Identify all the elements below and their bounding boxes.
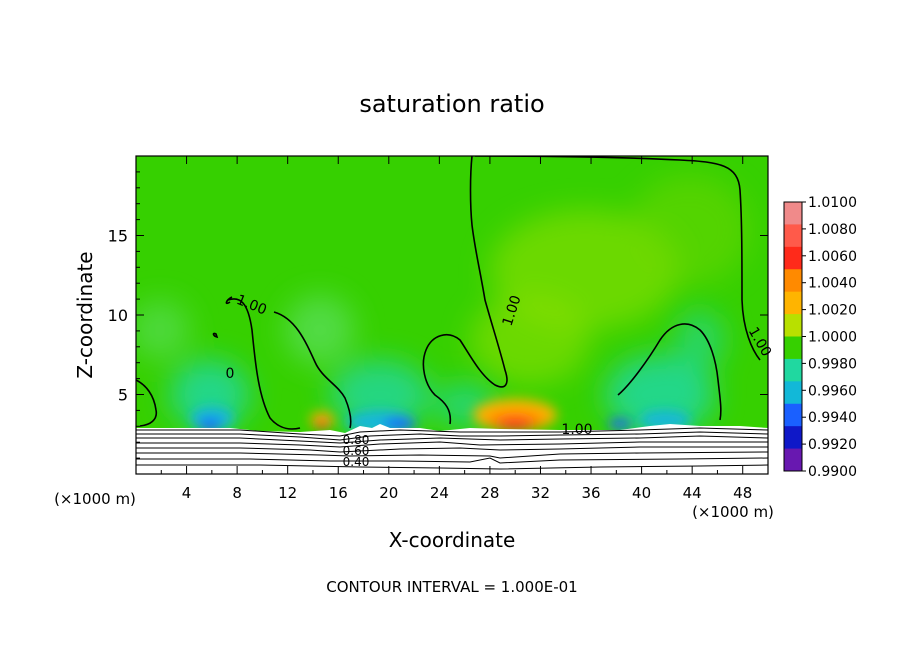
contour-left-edge	[136, 379, 158, 427]
plot-field	[136, 156, 768, 474]
colorbar-label: 0.9920	[808, 437, 857, 453]
x-tick-label: 12	[278, 484, 297, 502]
chart-title: saturation ratio	[359, 90, 544, 118]
x-tick-label: 24	[430, 484, 449, 502]
x-tick-label: 32	[531, 484, 550, 502]
y-axis-label: Z-coordinate	[73, 251, 97, 378]
x-tick-label: 36	[581, 484, 600, 502]
x-tick-label: 4	[182, 484, 192, 502]
colorbar-swatch	[784, 314, 802, 337]
colorbar-label: 0.9980	[808, 356, 857, 372]
subsaturated-patches	[136, 295, 725, 435]
x-axis-label: X-coordinate	[389, 528, 516, 552]
colorbar-swatch	[784, 426, 802, 450]
contour-label: 0	[226, 366, 235, 382]
contour-label-group: 1.00 1.00 1.00 1.00 0 0.80 0.60 0.40	[226, 292, 775, 469]
y-tick-label: 5	[118, 386, 128, 405]
x-tick-label: 8	[232, 484, 242, 502]
x-tick-label: 20	[379, 484, 398, 502]
colorbar-label: 0.9940	[808, 410, 857, 426]
y-axis: 5 10 15	[108, 171, 768, 459]
colorbar-swatch	[784, 246, 802, 270]
x-tick-label: 28	[480, 484, 499, 502]
colorbar-swatch	[784, 381, 802, 405]
colorbar-swatch	[784, 202, 802, 225]
x-unit-right: (×1000 m)	[692, 503, 774, 521]
terrain-contours	[136, 427, 768, 470]
colorbar-label: 1.0060	[808, 249, 857, 265]
colorbar-swatch	[784, 448, 802, 472]
colorbar-label: 0.9960	[808, 383, 857, 399]
colorbar-swatch	[784, 224, 802, 248]
contour-right-lobe	[617, 323, 722, 421]
x-unit-left: (×1000 m)	[54, 490, 136, 508]
y-tick-label: 15	[108, 227, 128, 246]
contour-center-left	[225, 296, 352, 430]
colorbar-swatch	[784, 291, 802, 315]
contour-interval-note: CONTOUR INTERVAL = 1.000E-01	[326, 578, 577, 596]
x-tick-label: 48	[733, 484, 752, 502]
contour-label: 0.80	[343, 433, 370, 447]
supersaturation-maxima	[310, 399, 557, 431]
colorbar-label: 0.9900	[808, 464, 857, 480]
supersaturated-zone	[470, 175, 750, 385]
colorbar: 1.0100 1.0080 1.0060 1.0040 1.0020 1.0000 0.99…	[783, 195, 857, 480]
contour-label: 0.40	[343, 455, 370, 469]
x-axis: 4 8 12 16 20 24 28 32 36 40 44 48	[160, 156, 752, 502]
colorbar-swatch	[784, 336, 802, 360]
y-tick-label: 10	[108, 306, 128, 325]
colorbar-label: 1.0040	[808, 276, 857, 292]
x-tick-label: 40	[632, 484, 651, 502]
colorbar-swatch	[784, 358, 802, 382]
contour-label: 1.00	[561, 422, 592, 438]
colorbar-label: 1.0100	[808, 195, 857, 211]
contour-label: 0.60	[343, 444, 370, 458]
x-tick-label: 16	[329, 484, 348, 502]
contour-small-closed	[212, 332, 219, 339]
contour-center-right	[422, 156, 508, 425]
colorbar-label: 1.0080	[808, 222, 857, 238]
colorbar-label: 1.0000	[808, 330, 857, 346]
colorbar-swatch	[784, 403, 802, 427]
x-tick-label: 44	[683, 484, 702, 502]
colorbar-label: 1.0020	[808, 303, 857, 319]
colorbar-swatch	[784, 269, 802, 293]
